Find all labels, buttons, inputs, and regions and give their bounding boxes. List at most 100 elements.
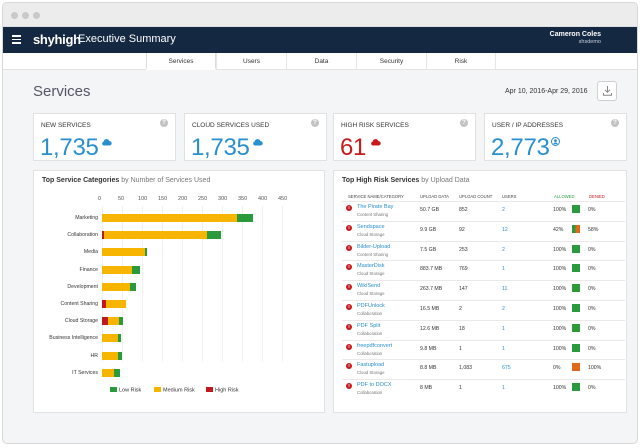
service-category: Cloud Storage	[357, 370, 385, 376]
bar-segment-medium-risk[interactable]	[102, 282, 130, 291]
upload-count: 18	[459, 325, 465, 332]
bar-segment-high-risk[interactable]	[102, 231, 104, 240]
users-count-link[interactable]: 1	[502, 385, 505, 392]
bar-segment-medium-risk[interactable]	[102, 265, 132, 274]
service-name-link[interactable]: Sendspace	[357, 223, 385, 230]
bar-segment-low-risk[interactable]	[145, 248, 148, 257]
bar-segment-medium-risk[interactable]	[104, 231, 208, 240]
logo[interactable]: shyhigh	[33, 32, 81, 47]
users-count-link[interactable]: 1	[502, 325, 505, 332]
category-label: Marketing	[75, 215, 98, 221]
service-name-link[interactable]: Fastupload	[357, 362, 385, 369]
stat-card-high-risk: HIGH RISK SERVICES ? 61	[333, 113, 476, 161]
help-icon[interactable]: ?	[611, 119, 619, 127]
column-header-service[interactable]: SERVICE NAME/CATEGORY	[348, 194, 404, 199]
window-dot-icon[interactable]	[11, 12, 18, 19]
bar-segment-medium-risk[interactable]	[102, 214, 238, 222]
date-range-picker[interactable]: Apr 10, 2016-Apr 29, 2016	[505, 88, 588, 95]
table-row[interactable]: ! Fastupload Cloud Storage 8.8 MB 1,083 675 0%…	[342, 359, 625, 378]
column-header-allowed[interactable]: ALLOWED	[554, 194, 575, 199]
alert-icon: !	[346, 343, 352, 350]
table-row[interactable]: ! PDF Split Collaboration 12.6 MB 18 1 100% 0%	[342, 319, 625, 339]
service-name-link[interactable]: The Pirate Bay	[357, 204, 394, 210]
table-row[interactable]: ! Bilder-Upload Content Sharing 7.5 GB 253 2 1…	[342, 240, 625, 260]
upload-data: 16.5 MB	[420, 306, 440, 312]
bar-segment-low-risk[interactable]	[207, 231, 222, 240]
service-name-link[interactable]: PDF Split	[357, 322, 381, 329]
bar-segment-low-risk[interactable]	[237, 214, 254, 222]
table-row[interactable]: ! freepdfconvert Collaboration 9.8 MB 1 1 100%…	[342, 339, 625, 359]
service-name-link[interactable]: freepdfconvert	[357, 342, 393, 349]
bar-segment-medium-risk[interactable]	[106, 300, 126, 308]
upload-count: 1	[459, 345, 462, 352]
legend-label: Medium Risk	[163, 387, 195, 394]
bar-segment-medium-risk[interactable]	[102, 334, 118, 343]
help-icon[interactable]: ?	[160, 119, 168, 127]
table-row[interactable]: ! Sendspace Cloud Storage 9.9 GB 92 12 42% 58%	[342, 220, 625, 240]
tab-security[interactable]: Security	[356, 53, 426, 70]
bar-segment-medium-risk[interactable]	[102, 351, 118, 360]
allowed-denied-indicator	[572, 244, 580, 253]
bar-segment-low-risk[interactable]	[130, 282, 136, 291]
users-count-link[interactable]: 12	[502, 226, 508, 233]
allowed-denied-indicator	[572, 264, 580, 273]
table-row[interactable]: ! PDF to DOCX Collaboration 8 MB 1 1 100% 0%	[342, 379, 625, 398]
stat-label: HIGH RISK SERVICES	[341, 122, 409, 129]
users-count-link[interactable]: 2	[502, 246, 505, 253]
window-chrome	[3, 3, 637, 27]
user-menu[interactable]: Cameron Coles shsdemo	[550, 31, 601, 45]
service-name-link[interactable]: Bilder-Upload	[357, 243, 391, 250]
legend-label: High Risk	[215, 387, 239, 394]
category-label: Business Intelligence	[49, 335, 98, 342]
window-dot-icon[interactable]	[33, 12, 40, 19]
tab-risk[interactable]: Risk	[426, 53, 496, 70]
table-row[interactable]: ! The Pirate Bay Content Sharing 50.7 GB 852…	[342, 201, 625, 220]
users-count-link[interactable]: 1	[502, 345, 505, 352]
column-header-upload-data[interactable]: UPLOAD DATA	[420, 194, 449, 199]
legend-item[interactable]: High Risk	[206, 387, 239, 394]
bar-segment-medium-risk[interactable]	[108, 317, 120, 326]
x-tick-label: 350	[238, 196, 248, 202]
table-row[interactable]: ! PDFUnlock Collaboration 16.5 MB 2 2 100% 0%	[342, 300, 625, 319]
users-count-link[interactable]: 2	[502, 207, 505, 213]
help-icon[interactable]: ?	[460, 119, 468, 127]
table-row[interactable]: ! WikiSend Cloud Storage 263.7 MB 147 11 100% 0…	[342, 280, 625, 299]
panel-title-sub: by Upload Data	[421, 177, 470, 184]
column-header-users[interactable]: USERS	[502, 194, 517, 199]
allowed-percent: 100%	[553, 306, 567, 312]
bar-segment-high-risk[interactable]	[102, 317, 108, 326]
users-count-link[interactable]: 675	[502, 365, 511, 372]
legend-item[interactable]: Low Risk	[110, 387, 141, 394]
bar-segment-high-risk[interactable]	[102, 300, 106, 308]
menu-icon[interactable]	[12, 35, 21, 44]
bar-segment-low-risk[interactable]	[114, 368, 120, 377]
grid-line	[262, 206, 263, 361]
bar-segment-medium-risk[interactable]	[102, 248, 146, 257]
legend-item[interactable]: Medium Risk	[154, 387, 195, 394]
download-button[interactable]	[597, 81, 617, 101]
service-category: Collaboration	[357, 330, 383, 336]
x-tick-label: 0	[98, 196, 102, 202]
service-name-link[interactable]: PDFUnlock	[357, 303, 385, 309]
bar-segment-low-risk[interactable]	[118, 334, 122, 343]
help-icon[interactable]: ?	[311, 119, 319, 127]
allowed-percent: 100%	[553, 246, 567, 253]
column-header-upload-count[interactable]: UPLOAD COUNT	[459, 194, 493, 199]
bar-segment-low-risk[interactable]	[118, 351, 122, 360]
column-header-denied[interactable]: DENIED	[589, 194, 605, 199]
tab-data[interactable]: Data	[286, 53, 356, 70]
window-dot-icon[interactable]	[22, 12, 29, 19]
service-name-link[interactable]: WikiSend	[357, 283, 381, 290]
stat-value: 1,735	[191, 134, 250, 161]
bar-segment-low-risk[interactable]	[119, 317, 124, 326]
tab-users[interactable]: Users	[216, 53, 286, 70]
service-name-link[interactable]: MasterDisk	[357, 263, 385, 270]
users-count-link[interactable]: 1	[502, 266, 505, 273]
bar-segment-medium-risk[interactable]	[102, 368, 114, 377]
table-row[interactable]: ! MasterDisk Cloud Storage 883.7 MB 769 1 100%…	[342, 260, 625, 279]
users-count-link[interactable]: 11	[502, 286, 508, 293]
service-name-link[interactable]: PDF to DOCX	[357, 382, 392, 389]
users-count-link[interactable]: 2	[502, 306, 505, 312]
bar-segment-low-risk[interactable]	[132, 265, 140, 274]
tab-services[interactable]: Services	[146, 53, 216, 70]
